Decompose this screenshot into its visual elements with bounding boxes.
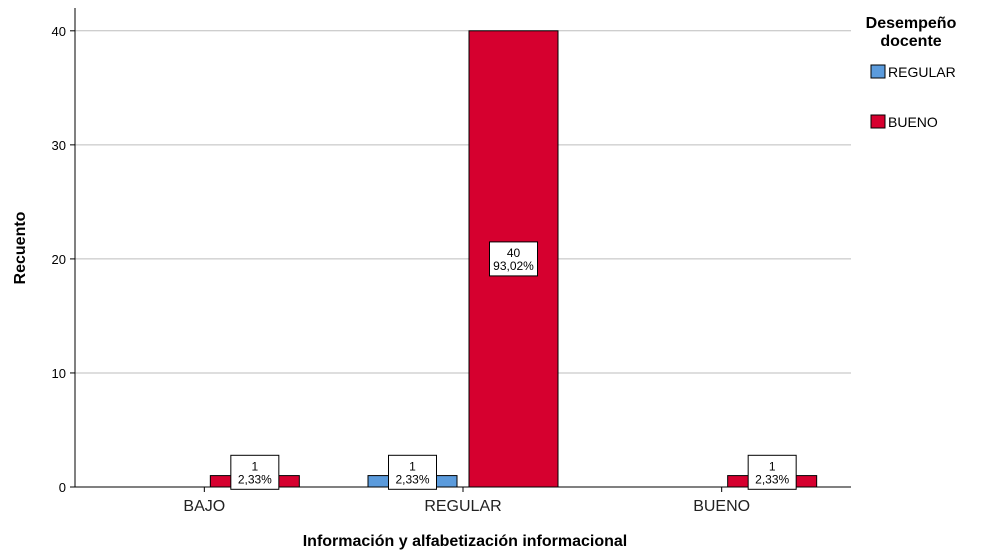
y-tick-label: 10 [52,366,66,381]
gridlines [75,30,851,374]
y-tick-label: 20 [52,252,66,267]
y-tick-label: 30 [52,138,66,153]
x-category-label: REGULAR [424,498,501,515]
data-label-box [747,454,797,490]
x-category-label: BAJO [183,498,225,515]
x-category-label: BUENO [693,498,750,515]
legend-title-line-1: Desempeño [866,15,957,32]
data-label-box [388,454,437,490]
legend-title-line-2: docente [880,33,941,50]
data-label-count: 40 [507,246,521,260]
legend-swatch-bueno [870,114,886,129]
x-axis-title: Información y alfabetización informacion… [303,533,628,550]
data-label-count: 1 [251,459,258,473]
y-tick-label: 40 [52,24,66,39]
data-label-percent: 93,02% [493,259,534,273]
data-label-percent: 2,33% [395,472,429,486]
y-tick-label: 0 [59,480,66,495]
legend-label-bueno: BUENO [888,114,938,130]
x-axis-categories: BAJO REGULAR BUENO [183,487,750,515]
legend-swatch-regular [870,64,886,79]
legend-label-regular: REGULAR [888,64,956,80]
data-label-box [489,241,538,277]
data-label-box [230,454,280,490]
data-label-percent: 2,33% [755,472,789,486]
data-label-percent: 2,33% [238,472,272,486]
y-axis-title: Recuento [12,211,29,284]
legend: Desempeño docente REGULAR BUENO [866,15,957,130]
y-axis-ticks: 0 10 20 30 40 [52,24,75,495]
data-label-count: 1 [409,459,416,473]
data-label-count: 1 [769,459,776,473]
